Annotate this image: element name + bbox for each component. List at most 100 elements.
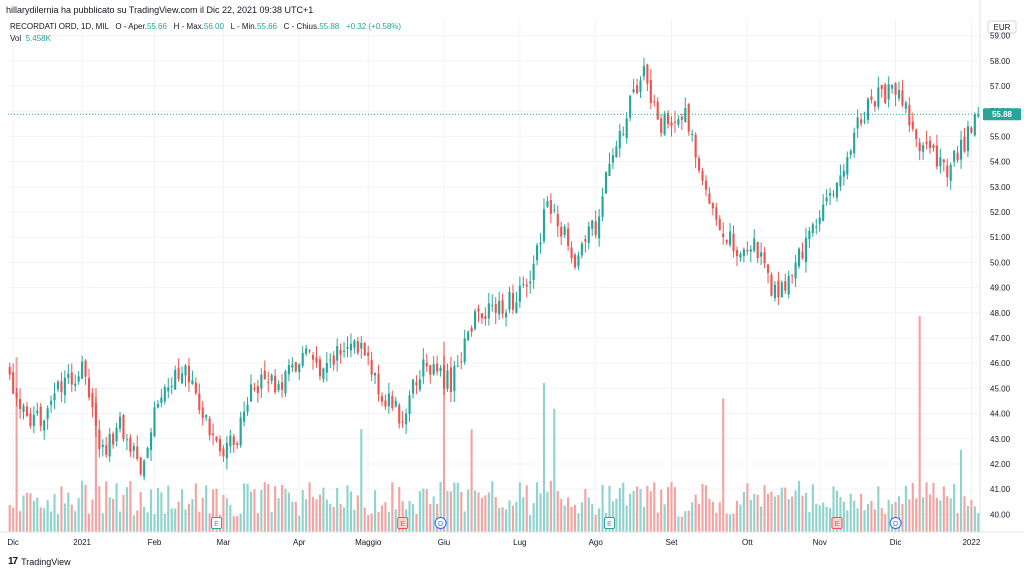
candle-body [601, 196, 604, 217]
volume-bar [501, 507, 504, 532]
volume-bar [453, 482, 456, 532]
time-tick-label: Feb [148, 538, 162, 547]
candle-body [691, 134, 694, 136]
currency-label: EUR [994, 23, 1011, 32]
candle-body [773, 284, 776, 299]
volume-bar [149, 489, 153, 532]
candle-body [15, 392, 18, 399]
candle-body [763, 252, 766, 264]
volume-bar [143, 506, 146, 532]
currency-box [987, 20, 1017, 34]
volume-bar [163, 513, 166, 532]
candle-body [577, 255, 580, 267]
volume-bar [580, 502, 583, 532]
candle-body [336, 346, 339, 361]
candle-body [649, 79, 652, 103]
candle-body [642, 66, 646, 77]
volume-bar [294, 501, 297, 532]
volume-bar [53, 494, 56, 532]
volume-bar [708, 498, 711, 532]
candle-body [570, 247, 573, 259]
volume-bar [804, 492, 808, 532]
candle-body [411, 379, 415, 394]
candle-body [139, 457, 142, 475]
tradingview-logo[interactable]: 17 TradingView [8, 556, 71, 567]
candle-body [374, 372, 377, 376]
volume-bar [777, 494, 780, 532]
candle-body [50, 400, 53, 405]
candle-body [287, 365, 290, 375]
volume-bar [511, 505, 515, 532]
candle-body [470, 327, 473, 332]
candle-body [901, 90, 904, 106]
candle-body [784, 281, 787, 291]
candle-body [305, 348, 308, 354]
volume-bar [146, 512, 149, 532]
volume-bar [377, 511, 380, 532]
time-tick-label: Apr [293, 538, 306, 547]
volume-bar [763, 485, 766, 532]
candle-body [853, 132, 856, 154]
price-axis[interactable]: EUR 40.00 41.00 42.00 43.00 44.00 45.00 46.00 47… [979, 0, 1017, 532]
volume-bar [322, 487, 325, 532]
ohlc-legend: RECORDATI ORD, 1D, MIL O - Aper.55.66 H … [10, 22, 401, 31]
volume-bar [515, 501, 518, 532]
candle-body [294, 362, 297, 372]
volume-bar [918, 316, 921, 532]
volume-bar [46, 500, 49, 532]
volume-bar [542, 382, 546, 532]
candle-body [229, 435, 232, 447]
volume-bar [670, 481, 673, 532]
dividend-marker [434, 517, 447, 529]
candle-body [622, 133, 625, 135]
volume-bar [825, 506, 828, 532]
volume-bar [487, 492, 490, 532]
candle-body [735, 249, 739, 257]
volume-bar [959, 449, 963, 532]
volume-bar [587, 497, 590, 532]
volume-bar [642, 507, 646, 532]
candle-body [449, 367, 452, 392]
volume-bar [715, 512, 718, 532]
candle-body [749, 249, 752, 252]
candle-body [280, 382, 284, 390]
tradingview-logo-icon: 17 [8, 556, 18, 567]
volume-bar [415, 513, 418, 532]
candle-body [98, 429, 101, 450]
volume-bar [332, 506, 335, 532]
candle-body [832, 194, 835, 196]
candle-body [112, 433, 115, 445]
volume-bar [915, 498, 918, 532]
last-price-marker: 55.88 [8, 108, 1021, 121]
volume-bar [194, 483, 197, 532]
candle-body [284, 371, 287, 394]
candle-body [580, 243, 583, 256]
open-label: O - Aper. [115, 22, 147, 31]
time-axis[interactable]: Dic 2021 Feb Mar Apr Maggio Giu Lug Ago Set Ott Nov… [0, 531, 1024, 547]
volume-bar [694, 494, 697, 532]
event-marker-label: E [835, 521, 840, 528]
candle-body [298, 364, 301, 373]
volume-bar [260, 489, 263, 532]
candle-body [81, 361, 84, 379]
volume-bar [794, 490, 797, 532]
candle-body [811, 224, 814, 234]
chart-grid [8, 18, 980, 532]
price-tick-label: 52.00 [990, 208, 1011, 217]
candle-body [218, 439, 222, 452]
candle-body [594, 221, 597, 236]
event-marker-label: E [400, 521, 405, 528]
volume-bar [246, 483, 249, 532]
time-tick-label: Mar [217, 538, 231, 547]
candle-body [318, 359, 322, 377]
candle-body [959, 139, 963, 160]
volume-bar [760, 506, 763, 532]
volume-bar [387, 512, 390, 532]
candle-body [8, 367, 11, 375]
volume-bar [598, 508, 601, 532]
volume-bar [863, 510, 866, 532]
volume-bar [673, 487, 677, 532]
volume-bar [436, 503, 439, 532]
symbol-title[interactable]: RECORDATI ORD, 1D, MIL [10, 22, 109, 31]
